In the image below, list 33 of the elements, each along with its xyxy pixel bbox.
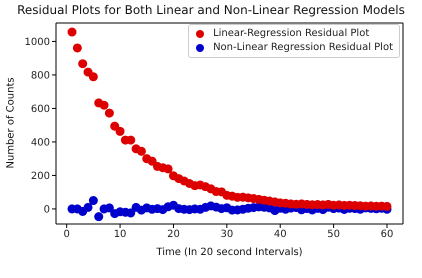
point [78,59,88,68]
point [148,156,157,166]
point [88,196,98,206]
x-axis-title: Time (In 20 second Intervals) [155,247,303,258]
chart-title: Residual Plots for Both Linear and Non-Linear Regression Models [16,3,406,17]
point [84,202,93,212]
y-tick-label: 1000 [24,36,50,48]
x-tick-label: 10 [114,229,126,240]
y-tick-label: 200 [30,170,50,182]
point [136,146,146,156]
point [72,43,82,52]
x-tick-label: 50 [327,229,340,240]
y-tick-label: 800 [30,70,50,82]
y-axis-title: Number of Counts [6,77,17,168]
x-tick-label: 40 [274,229,287,240]
point [104,203,114,212]
x-tick-label: 30 [220,229,234,240]
point [116,126,125,136]
y-tick-label: 600 [30,104,50,115]
legend-label: Non-Linear Regression Residual Plot [213,41,393,55]
y-tick-label: 0 [44,204,50,216]
point [94,212,104,222]
point [110,122,120,131]
legend-label: Linear-Regression Residual Plot [213,27,370,41]
point [68,28,77,37]
y-tick-label: 400 [30,137,50,148]
x-tick-label: 20 [167,229,180,240]
point [104,108,114,118]
x-tick-label: 0 [63,229,70,240]
point [100,100,109,110]
x-tick-label: 60 [380,229,394,240]
point [164,164,173,174]
point [88,72,98,82]
